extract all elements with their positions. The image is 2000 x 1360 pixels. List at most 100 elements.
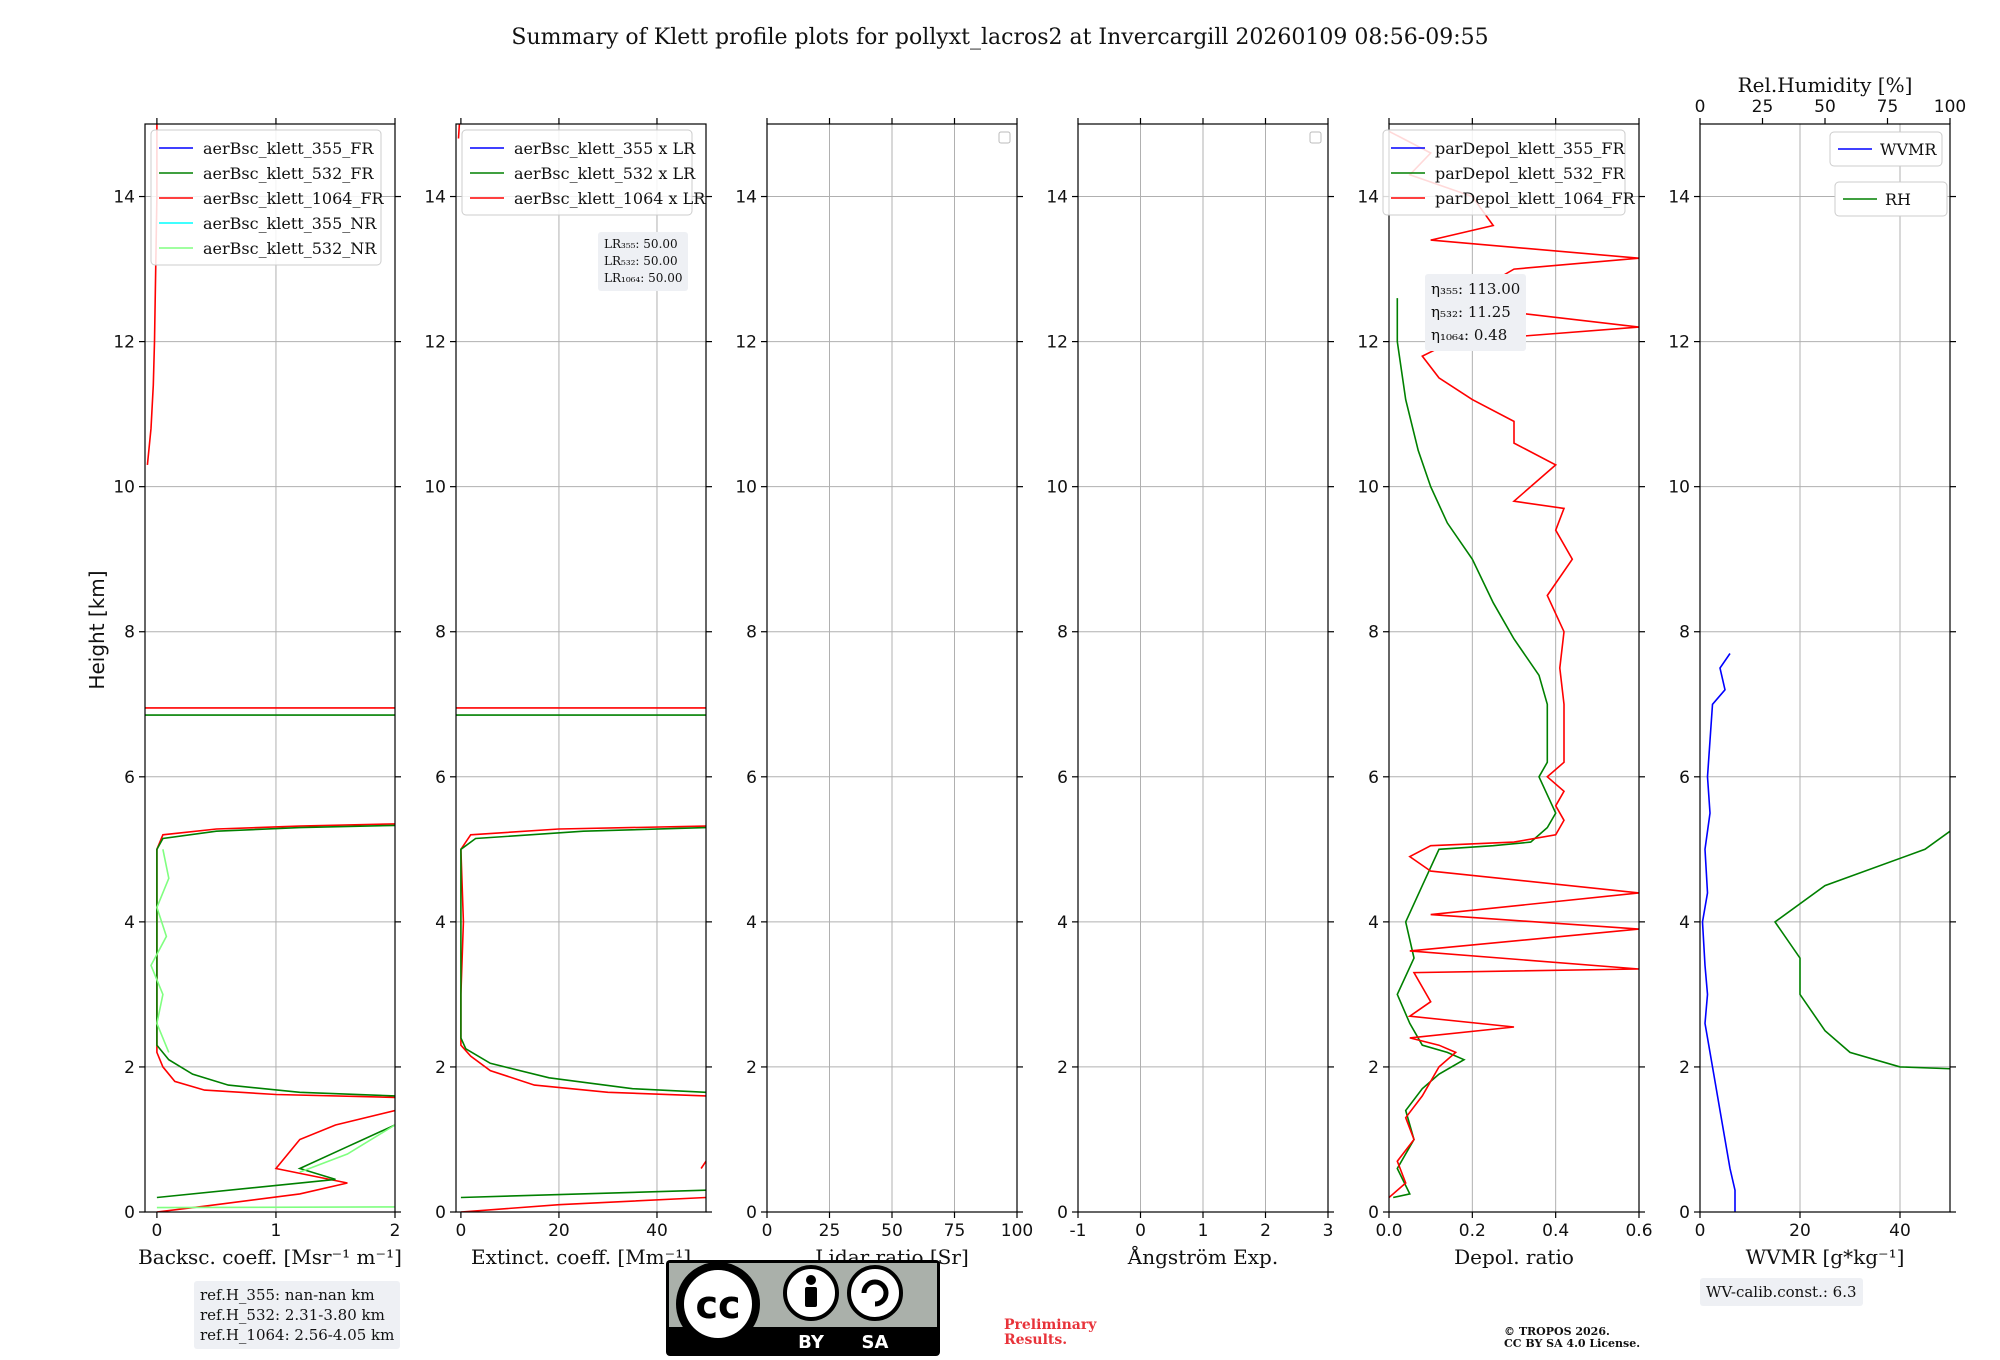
x-tick-label: 0	[151, 1221, 162, 1241]
y-tick-label: 4	[124, 913, 135, 933]
panel-depol-frame	[1388, 123, 1640, 1213]
y-tick-label: 10	[735, 478, 757, 498]
ref-height-box: ref.H_355: nan-nan km ref.H_532: 2.31-3.…	[194, 1281, 401, 1349]
x-tick-label: 0	[762, 1221, 773, 1241]
panel-ext-data	[456, 124, 706, 1212]
x-tick-label: 100	[1001, 1221, 1033, 1241]
lr-532: LR₅₃₂: 50.00	[604, 254, 678, 268]
legend-box	[1382, 129, 1626, 216]
y-tick-label: 14	[1357, 188, 1379, 208]
x-tick-label: 3	[1323, 1221, 1334, 1241]
y-tick-label: 14	[1046, 188, 1068, 208]
top-x-axis-label: Rel.Humidity [%]	[1738, 73, 1913, 97]
lr-1064: LR₁₀₆₄: 50.00	[604, 271, 683, 285]
y-tick-label: 4	[1679, 913, 1690, 933]
cc-icon-text: cc	[695, 1283, 740, 1327]
y-tick-label: 2	[1368, 1058, 1379, 1078]
preliminary-notice: Preliminary Results.	[1004, 1318, 1096, 1348]
series-line-aerBsc_klett_532 x LR	[460, 1189, 706, 1199]
legend-label: parDepol_klett_1064_FR	[1435, 189, 1636, 208]
legend-label: aerBsc_klett_355_FR	[203, 139, 374, 158]
empty-legend-box	[998, 131, 1011, 144]
x-tick-label: 50	[881, 1221, 903, 1241]
y-tick-label: 10	[1046, 478, 1068, 498]
y-tick-label: 8	[1368, 623, 1379, 643]
panel-bsc-frame	[144, 123, 396, 1213]
x-tick-label: 20	[548, 1221, 570, 1241]
y-tick-label: 2	[435, 1058, 446, 1078]
y-tick-label: 10	[1357, 478, 1379, 498]
top-x-tick-label: 100	[1934, 97, 1966, 117]
series-line-aerBsc_klett_532_FR	[156, 1124, 395, 1199]
y-tick-label: 0	[435, 1203, 446, 1223]
empty-legend-box	[1309, 131, 1322, 144]
x-tick-label: 0.2	[1459, 1221, 1486, 1241]
legend-label: RH	[1885, 190, 1911, 209]
y-tick-label: 8	[435, 623, 446, 643]
x-tick-label: 40	[646, 1221, 668, 1241]
lr-values-box: LR₃₅₅: 50.00 LR₅₃₂: 50.00 LR₁₀₆₄: 50.00	[598, 232, 689, 291]
y-tick-label: 8	[746, 623, 757, 643]
y-tick-label: 0	[746, 1203, 757, 1223]
sa-icon-arrow	[861, 1279, 889, 1307]
eta-532: η₅₃₂: 11.25	[1431, 303, 1511, 321]
top-x-tick-label: 75	[1877, 97, 1899, 117]
ref-height-355: ref.H_355: nan-nan km	[200, 1286, 375, 1304]
panel-bsc-data	[145, 124, 395, 1212]
license-by: BY	[798, 1332, 825, 1353]
x-tick-label: 0.0	[1375, 1221, 1402, 1241]
series-line-aerBsc_klett_1064_FR	[156, 1109, 395, 1212]
y-tick-label: 0	[1679, 1203, 1690, 1223]
x-tick-label: 0	[1135, 1221, 1146, 1241]
y-tick-label: 0	[1057, 1203, 1068, 1223]
ref-height-1064: ref.H_1064: 2.56-4.05 km	[200, 1326, 395, 1344]
y-tick-label: 14	[113, 188, 135, 208]
y-tick-label: 12	[735, 333, 757, 353]
panel-wv-data	[1701, 653, 1950, 1212]
preliminary-line-2: Results.	[1004, 1332, 1068, 1348]
y-tick-label: 10	[113, 478, 135, 498]
y-tick-label: 14	[424, 188, 446, 208]
series-line-aerBsc_klett_1064 x LR	[460, 1196, 706, 1212]
x-tick-label: 1	[271, 1221, 282, 1241]
x-tick-label: -1	[1070, 1221, 1087, 1241]
x-tick-label: 75	[944, 1221, 966, 1241]
x-tick-label: 2	[390, 1221, 401, 1241]
x-tick-label: 25	[819, 1221, 841, 1241]
top-x-tick-label: 25	[1752, 97, 1774, 117]
x-tick-label: 0	[1695, 1221, 1706, 1241]
y-tick-label: 2	[1679, 1058, 1690, 1078]
y-tick-label: 6	[1057, 768, 1068, 788]
y-tick-label: 4	[1368, 913, 1379, 933]
legend-label: aerBsc_klett_532_NR	[203, 239, 377, 258]
y-tick-label: 6	[1368, 768, 1379, 788]
ref-height-532: ref.H_532: 2.31-3.80 km	[200, 1306, 385, 1324]
copyright-line-2: CC BY SA 4.0 License.	[1504, 1337, 1641, 1350]
wv-calib-box: WV-calib.const.: 6.3	[1700, 1278, 1863, 1306]
cc-license-badge: cc BY SA	[666, 1260, 940, 1356]
y-tick-label: 12	[424, 333, 446, 353]
eta-1064: η₁₀₆₄: 0.48	[1431, 326, 1508, 344]
top-x-tick-label: 50	[1814, 97, 1836, 117]
series-line-parDepol_klett_532_FR	[1393, 298, 1557, 1199]
copyright-line-1: © TROPOS 2026.	[1504, 1325, 1610, 1338]
panel-wv-frame	[1699, 123, 1951, 1213]
y-tick-label: 12	[1668, 333, 1690, 353]
x-axis-label: Ångström Exp.	[1127, 1244, 1278, 1269]
y-tick-label: 8	[1679, 623, 1690, 643]
by-icon-head	[806, 1275, 816, 1285]
x-tick-label: 1	[1198, 1221, 1209, 1241]
lr-355: LR₃₅₅: 50.00	[604, 237, 678, 251]
legend-label: WVMR	[1880, 140, 1937, 159]
y-tick-label: 2	[746, 1058, 757, 1078]
x-tick-label: 0.4	[1542, 1221, 1569, 1241]
legend-box	[1834, 181, 1948, 217]
y-tick-label: 6	[435, 768, 446, 788]
legend-label: aerBsc_klett_532_FR	[203, 164, 374, 183]
y-tick-label: 10	[1668, 478, 1690, 498]
y-tick-label: 2	[1057, 1058, 1068, 1078]
